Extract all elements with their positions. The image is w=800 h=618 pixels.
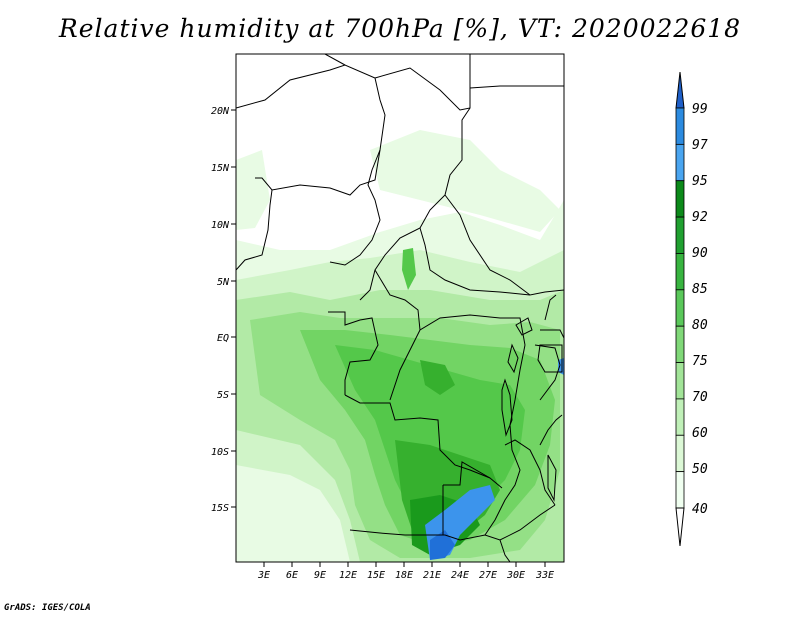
lon-label-3e: 3E [257,570,270,581]
colorbar-label-75: 75 [692,354,708,369]
colorbar-label-97: 97 [692,138,708,153]
colorbar-label-95: 95 [692,174,708,189]
colorbar-label-50: 50 [692,462,708,477]
lat-label-15s: 15S [211,503,229,514]
lakes [501,317,563,502]
lat-label-20n: 20N [211,106,230,117]
lon-label-15e: 15E [367,570,385,581]
lat-label-10s: 10S [211,447,229,458]
lon-label-12e: 12E [339,570,357,581]
colorbar-label-60: 60 [692,426,708,441]
humidity-field [236,54,564,562]
colorbar-cell [675,180,685,218]
colorbar-label-40: 40 [692,502,708,517]
colorbar-label-80: 80 [692,318,708,333]
lat-label-5n: 5N [217,277,230,288]
colorbar-label-92: 92 [692,210,708,225]
lon-label-30e: 30E [506,570,525,581]
colorbar: 99 97 95 92 90 85 80 75 70 60 50 40 [675,71,708,547]
colorbar-label-70: 70 [692,390,708,405]
lon-label-18e: 18E [395,570,413,581]
lon-label-27e: 27E [479,570,497,581]
colorbar-cell [675,434,685,473]
rh-40-patch-north [370,130,560,232]
lon-label-24e: 24E [451,570,469,581]
rh-85-patch-center [420,360,455,395]
lat-label-eq: EQ [217,333,229,344]
colorbar-cell [675,325,685,363]
colorbar-top-arrow [675,71,685,109]
colorbar-cell [675,398,685,436]
colorbar-cell [675,143,685,182]
colorbar-cell [675,107,685,145]
rh-40-patch-west [236,150,270,230]
rh-97-patch [430,530,455,560]
lon-label-9e: 9E [314,570,326,581]
lat-label-10n: 10N [211,220,230,231]
lat-label-5s: 5S [217,390,229,401]
lon-label-6e: 6E [286,570,298,581]
lon-label-21e: 21E [423,570,441,581]
colorbar-label-85: 85 [692,282,708,297]
rh-85-patch-north [402,248,416,290]
colorbar-cell [675,216,685,254]
lat-label-15n: 15N [211,163,230,174]
colorbar-cell [675,253,685,291]
colorbar-cell [675,289,685,327]
country-borders [236,54,564,562]
colorbar-label-99: 99 [692,102,708,117]
colorbar-cell [675,362,685,400]
colorbar-label-90: 90 [692,246,708,261]
lon-label-33e: 33E [535,570,554,581]
map-axes: 20N 15N 10N 5N EQ 5S 10S 15S 3E 6E 9E 12… [211,53,565,581]
colorbar-cell [675,471,685,509]
grads-credit: GrADS: IGES/COLA [4,603,91,613]
colorbar-bottom-arrow [675,507,685,547]
map-title: Relative humidity at 700hPa [%], VT: 202… [58,14,742,43]
